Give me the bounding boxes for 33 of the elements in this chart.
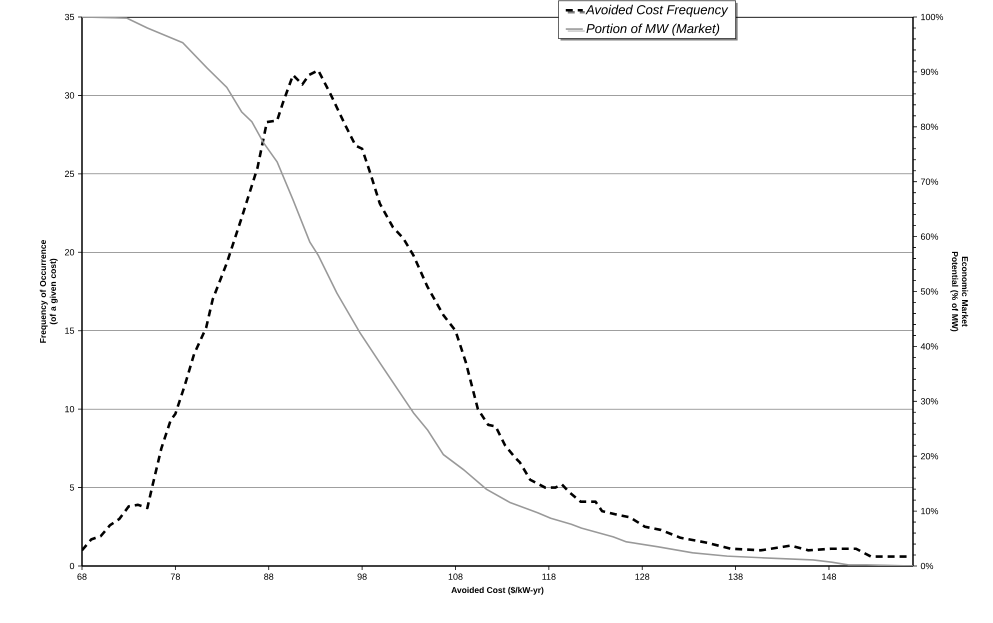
x-tick-label: 138 bbox=[728, 574, 743, 580]
y2-tick-label: 50% bbox=[920, 288, 938, 295]
y2-tick-label: 70% bbox=[920, 178, 938, 185]
y-tick-label: 30 bbox=[64, 92, 74, 99]
y-tick-label: 35 bbox=[64, 14, 74, 20]
x-tick-label: 68 bbox=[77, 574, 87, 580]
y-tick-label: 25 bbox=[64, 170, 74, 178]
x-tick-label: 88 bbox=[264, 574, 274, 580]
y2-tick-label: 60% bbox=[920, 233, 938, 240]
legend-label: Avoided Cost Frequency bbox=[585, 4, 728, 17]
y2-tick-label: 20% bbox=[920, 453, 938, 460]
y2-tick-label: 0% bbox=[920, 562, 934, 570]
y2-tick-label: 100% bbox=[921, 14, 944, 20]
y2-tick-label: 80% bbox=[920, 124, 938, 130]
y-tick-label: 15 bbox=[65, 328, 74, 334]
y-axis-title: Frequency of Occurrence (of a given cost) bbox=[40, 240, 58, 343]
y-tick-label: 10 bbox=[65, 406, 74, 412]
y2-tick-label: 40% bbox=[920, 343, 938, 350]
x-axis-title: Avoided Cost ($/kW-yr) bbox=[451, 586, 544, 595]
y2-tick-label: 90% bbox=[920, 68, 938, 76]
x-tick-label: 128 bbox=[635, 574, 650, 580]
y-tick-label: 20 bbox=[64, 249, 74, 256]
y-tick-label: 5 bbox=[70, 484, 74, 491]
y2-axis-title: Economic Market Potential (% of MW) bbox=[950, 252, 968, 332]
x-tick-label: 108 bbox=[448, 574, 463, 580]
y2-tick-label: 30% bbox=[920, 398, 938, 404]
x-tick-label: 118 bbox=[542, 574, 556, 580]
legend-label: Portion of MW (Market) bbox=[586, 24, 720, 36]
x-tick-label: 98 bbox=[358, 574, 367, 580]
y2-tick-label: 10% bbox=[921, 508, 938, 514]
x-tick-label: 148 bbox=[822, 574, 836, 580]
y-tick-label: 0 bbox=[70, 562, 74, 570]
x-tick-label: 78 bbox=[170, 574, 180, 580]
